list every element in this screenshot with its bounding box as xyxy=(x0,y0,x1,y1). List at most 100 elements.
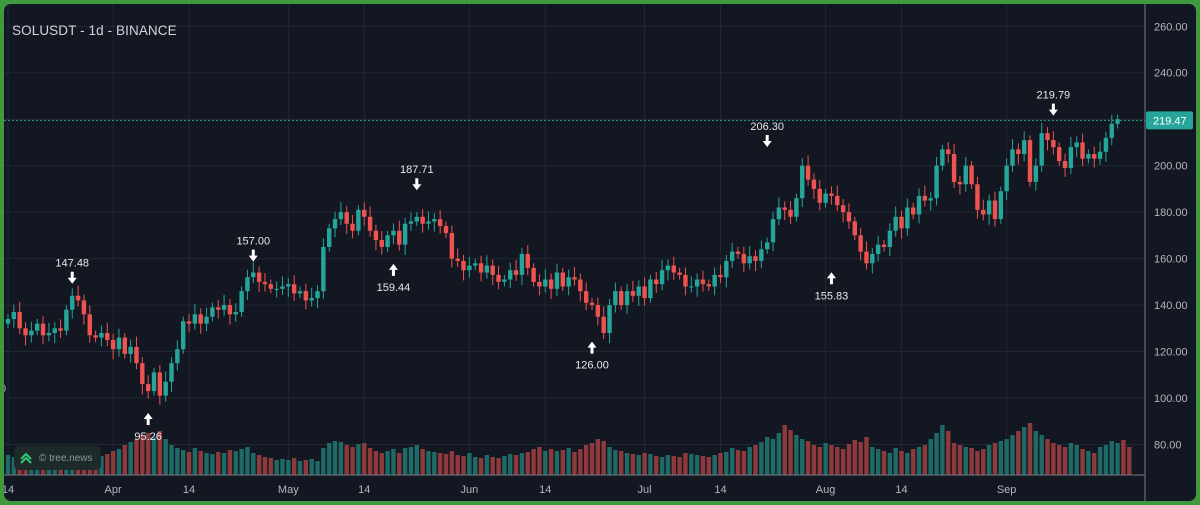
volume-bar xyxy=(578,449,583,475)
y-tick-label: 180.00 xyxy=(1154,207,1188,219)
volume-bar xyxy=(221,453,227,475)
volume-bar xyxy=(402,448,408,475)
volume-bar xyxy=(327,443,332,475)
candle-body xyxy=(64,309,69,331)
candle-body xyxy=(963,165,968,185)
candle-body xyxy=(811,179,817,189)
candle-body xyxy=(934,165,939,199)
volume-bar xyxy=(811,445,817,475)
annotation-label: 155.83 xyxy=(815,290,849,302)
candle-body xyxy=(519,253,525,275)
volume-bar xyxy=(443,454,449,475)
volume-bar xyxy=(309,459,314,475)
candle-body xyxy=(362,209,367,217)
volume-bar xyxy=(192,448,198,475)
candle-body xyxy=(823,193,828,203)
volume-bar xyxy=(595,439,601,475)
annotation-label: 187.71 xyxy=(400,164,434,176)
volume-bar xyxy=(1010,435,1015,475)
candlestick-chart[interactable]: 147.48 95.26 157.00 159.44 187.71 126.00 206.3… xyxy=(4,4,1196,501)
volume-bar xyxy=(1062,447,1068,475)
candle-body xyxy=(186,321,192,324)
volume-bar xyxy=(110,451,116,475)
volume-bar xyxy=(689,454,694,475)
volume-bar xyxy=(782,425,787,475)
volume-bar xyxy=(934,433,939,475)
volume-bar xyxy=(986,445,992,475)
candle-body xyxy=(858,235,863,252)
candle-body xyxy=(794,198,799,217)
volume-bar xyxy=(478,458,484,475)
candle-body xyxy=(280,286,285,289)
volume-bar xyxy=(911,449,916,475)
volume-bar xyxy=(858,442,863,475)
candle-body xyxy=(560,272,565,287)
candle-body xyxy=(835,195,840,206)
arrow-down-icon xyxy=(67,271,77,284)
volume-bar xyxy=(712,455,717,475)
volume-bar xyxy=(502,456,507,475)
volume-bar xyxy=(969,448,974,475)
volume-bar xyxy=(759,442,764,475)
volume-bar xyxy=(572,452,577,475)
volume-bar xyxy=(765,437,770,475)
candle-body xyxy=(648,279,653,299)
candle-body xyxy=(204,316,209,324)
volume-bar xyxy=(216,452,221,475)
candle-body xyxy=(1062,161,1068,168)
volume-bar xyxy=(619,451,624,475)
volume-bar xyxy=(145,433,151,475)
volume-bar xyxy=(1004,439,1009,475)
volume-bar xyxy=(992,443,998,475)
volume-bar xyxy=(741,451,747,475)
volume-bar xyxy=(256,455,262,475)
volume-bar xyxy=(128,442,133,475)
x-tick-label: Jul xyxy=(638,484,652,496)
volume-bar xyxy=(490,457,495,475)
volume-bar xyxy=(624,453,630,475)
volume-bar xyxy=(1097,447,1103,475)
x-tick-label: 14 xyxy=(358,484,370,496)
candle-body xyxy=(473,263,478,266)
candle-body xyxy=(23,328,28,336)
candle-body xyxy=(572,277,577,280)
candle-body xyxy=(654,279,659,285)
candle-body xyxy=(706,284,711,287)
volume-bar xyxy=(1074,445,1079,475)
volume-bar xyxy=(280,459,285,475)
candle-body xyxy=(350,223,355,231)
candle-body xyxy=(624,291,630,306)
candle-body xyxy=(484,265,490,273)
volume-bar xyxy=(870,447,875,475)
volume-bar xyxy=(175,448,180,475)
volume-bar xyxy=(840,449,846,475)
volume-bar xyxy=(291,458,297,475)
candle-body xyxy=(589,302,595,306)
candle-body xyxy=(957,181,963,185)
volume-bar xyxy=(426,451,431,475)
candle-body xyxy=(81,300,87,315)
candle-body xyxy=(548,279,554,289)
volume-bar xyxy=(648,454,653,475)
volume-bar xyxy=(525,452,530,475)
candle-body xyxy=(116,337,122,350)
volume-bar xyxy=(391,449,396,475)
left-edge-label: 0 xyxy=(4,383,6,395)
candle-body xyxy=(332,219,338,229)
volume-bar xyxy=(513,455,519,475)
volume-bar xyxy=(484,455,490,475)
candle-body xyxy=(1080,142,1085,159)
volume-bar xyxy=(899,451,904,475)
volume-bar xyxy=(893,448,898,475)
candle-body xyxy=(35,323,40,331)
volume-bar xyxy=(881,451,887,475)
volume-bar xyxy=(583,445,589,475)
volume-bar xyxy=(116,449,122,475)
candle-body xyxy=(356,209,361,231)
annotation-label: 219.79 xyxy=(1037,90,1071,102)
volume-bar xyxy=(5,455,11,475)
candle-body xyxy=(216,307,221,310)
watermark-text: © tree.news xyxy=(39,452,93,464)
volume-bar xyxy=(163,439,168,475)
volume-bar xyxy=(303,460,309,475)
